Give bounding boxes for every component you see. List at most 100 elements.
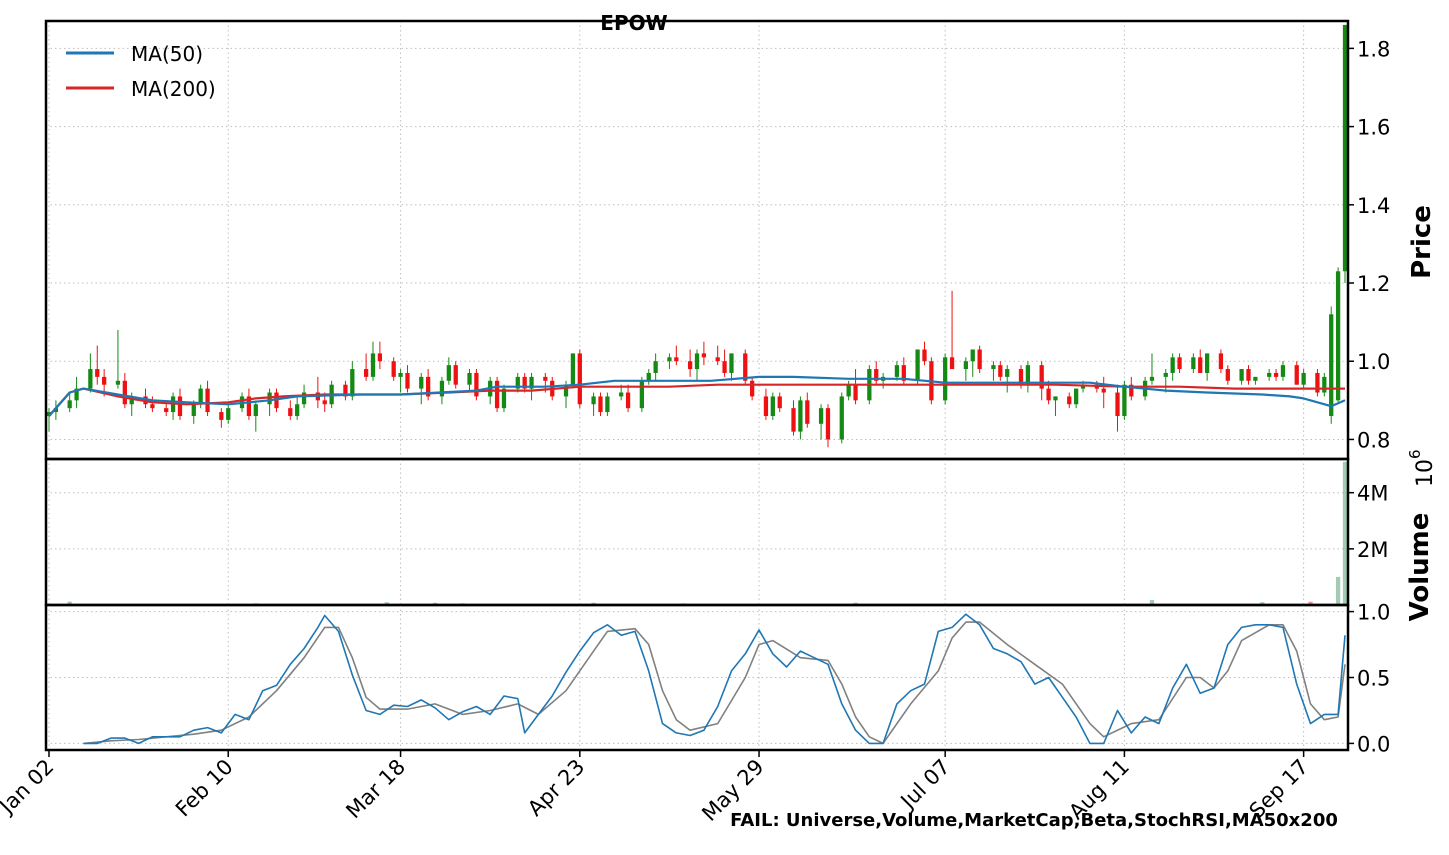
chart-title: EPOW bbox=[600, 11, 667, 35]
candle-body bbox=[1177, 357, 1182, 370]
volume-bar bbox=[384, 602, 389, 605]
candle-body bbox=[1225, 369, 1230, 381]
candle-body bbox=[1301, 372, 1306, 385]
candle-body bbox=[1315, 372, 1320, 393]
candle-body bbox=[922, 349, 927, 362]
candle-body bbox=[1198, 357, 1203, 373]
candle-body bbox=[1129, 384, 1134, 397]
panel-frame bbox=[44, 457, 1350, 607]
candle-body bbox=[1267, 372, 1272, 377]
candle-body bbox=[46, 412, 52, 416]
candle-body bbox=[715, 357, 720, 362]
candle-body bbox=[246, 396, 252, 416]
volume-bar bbox=[1342, 461, 1348, 605]
candle-body bbox=[515, 376, 520, 389]
candle-body bbox=[639, 380, 644, 409]
candle-body bbox=[419, 376, 424, 389]
x-tick-label: Jul 07 bbox=[895, 755, 955, 815]
candle-body bbox=[1080, 384, 1086, 389]
candle-body bbox=[943, 357, 948, 401]
candle-body bbox=[729, 353, 734, 373]
price-axis-label: Price bbox=[1407, 205, 1437, 279]
candle-body bbox=[501, 388, 507, 409]
volume-multiplier: 10 6 bbox=[1406, 449, 1438, 487]
candle-body bbox=[694, 353, 700, 370]
candle-body bbox=[998, 365, 1003, 377]
candle-body bbox=[1342, 24, 1348, 272]
candle-body bbox=[949, 357, 955, 370]
candle-body bbox=[687, 361, 693, 370]
candle-body bbox=[1329, 314, 1334, 416]
price-panel: 0.8 1.0 1.2 1.4 1.6 1.8 bbox=[44, 19, 1390, 461]
candle-body bbox=[991, 365, 996, 370]
candle-body bbox=[115, 380, 121, 385]
price-tick-label: 1.6 bbox=[1357, 116, 1390, 140]
candle-body bbox=[426, 376, 431, 397]
candle-body bbox=[667, 357, 672, 362]
candle-body bbox=[1253, 376, 1258, 381]
candle-body bbox=[95, 369, 100, 377]
candle-body bbox=[1018, 369, 1024, 385]
price-tick-label: 1.0 bbox=[1357, 350, 1390, 374]
candle-body bbox=[653, 361, 658, 373]
candle-body bbox=[1294, 365, 1299, 385]
candle-body bbox=[1191, 357, 1196, 370]
candle-body bbox=[343, 384, 348, 397]
legend: MA(50) MA(200) bbox=[66, 42, 216, 101]
candle-body bbox=[295, 404, 300, 416]
candle-body bbox=[577, 353, 582, 405]
ma50-line bbox=[48, 375, 1346, 417]
stochrsi-k-line bbox=[83, 613, 1346, 745]
candle-body bbox=[646, 372, 651, 381]
candle-body bbox=[1239, 369, 1244, 381]
candle-body bbox=[970, 349, 975, 362]
candle-body bbox=[1067, 396, 1072, 405]
candle-body bbox=[977, 349, 982, 370]
volume-bar bbox=[67, 601, 72, 605]
fail-footer: FAIL: Universe,Volume,MarketCap,Beta,Sto… bbox=[730, 810, 1338, 831]
stochrsi-tick-label: 0.0 bbox=[1357, 732, 1390, 756]
candle-body bbox=[591, 396, 596, 405]
candle-body bbox=[150, 404, 155, 409]
candle-body bbox=[1246, 369, 1251, 381]
candle-body bbox=[853, 384, 858, 401]
candle-body bbox=[1170, 357, 1175, 373]
stochrsi-tick-label: 1.0 bbox=[1357, 601, 1390, 625]
candle-body bbox=[598, 396, 603, 413]
candle-body bbox=[1101, 388, 1106, 393]
volume-tick-label: 2M bbox=[1357, 538, 1388, 562]
volume-panel: 2M 4M bbox=[44, 457, 1388, 607]
x-tick-label: Feb 10 bbox=[171, 755, 238, 822]
panel-frame bbox=[44, 603, 1350, 752]
candle-body bbox=[722, 361, 727, 373]
candle-body bbox=[818, 408, 824, 424]
volume-bar bbox=[1308, 601, 1313, 605]
candle-body bbox=[605, 396, 610, 413]
candle-body bbox=[1074, 388, 1079, 405]
candle-body bbox=[1039, 365, 1044, 389]
candle-body bbox=[1335, 271, 1341, 401]
candle-body bbox=[625, 392, 631, 409]
candle-body bbox=[494, 380, 500, 409]
volume-bar bbox=[1260, 602, 1265, 605]
candle-body bbox=[474, 372, 479, 397]
candle-body bbox=[1025, 365, 1031, 385]
candle-body bbox=[522, 376, 527, 389]
candle-body bbox=[750, 380, 755, 397]
candle-body bbox=[763, 396, 769, 416]
candle-body bbox=[570, 353, 576, 385]
candle-body bbox=[1149, 376, 1155, 381]
x-tick-label: Mar 18 bbox=[341, 755, 410, 824]
candle-body bbox=[805, 400, 810, 424]
legend-label-ma200: MA(200) bbox=[131, 77, 216, 101]
candle-body bbox=[777, 396, 782, 409]
candle-body bbox=[798, 400, 803, 432]
legend-label-ma50: MA(50) bbox=[131, 42, 203, 66]
candle-body bbox=[350, 369, 355, 397]
candle-body bbox=[1163, 372, 1168, 377]
candle-body bbox=[370, 353, 376, 377]
candle-body bbox=[377, 353, 383, 362]
volume-tick-label: 4M bbox=[1357, 482, 1388, 506]
candle-body bbox=[825, 408, 831, 440]
